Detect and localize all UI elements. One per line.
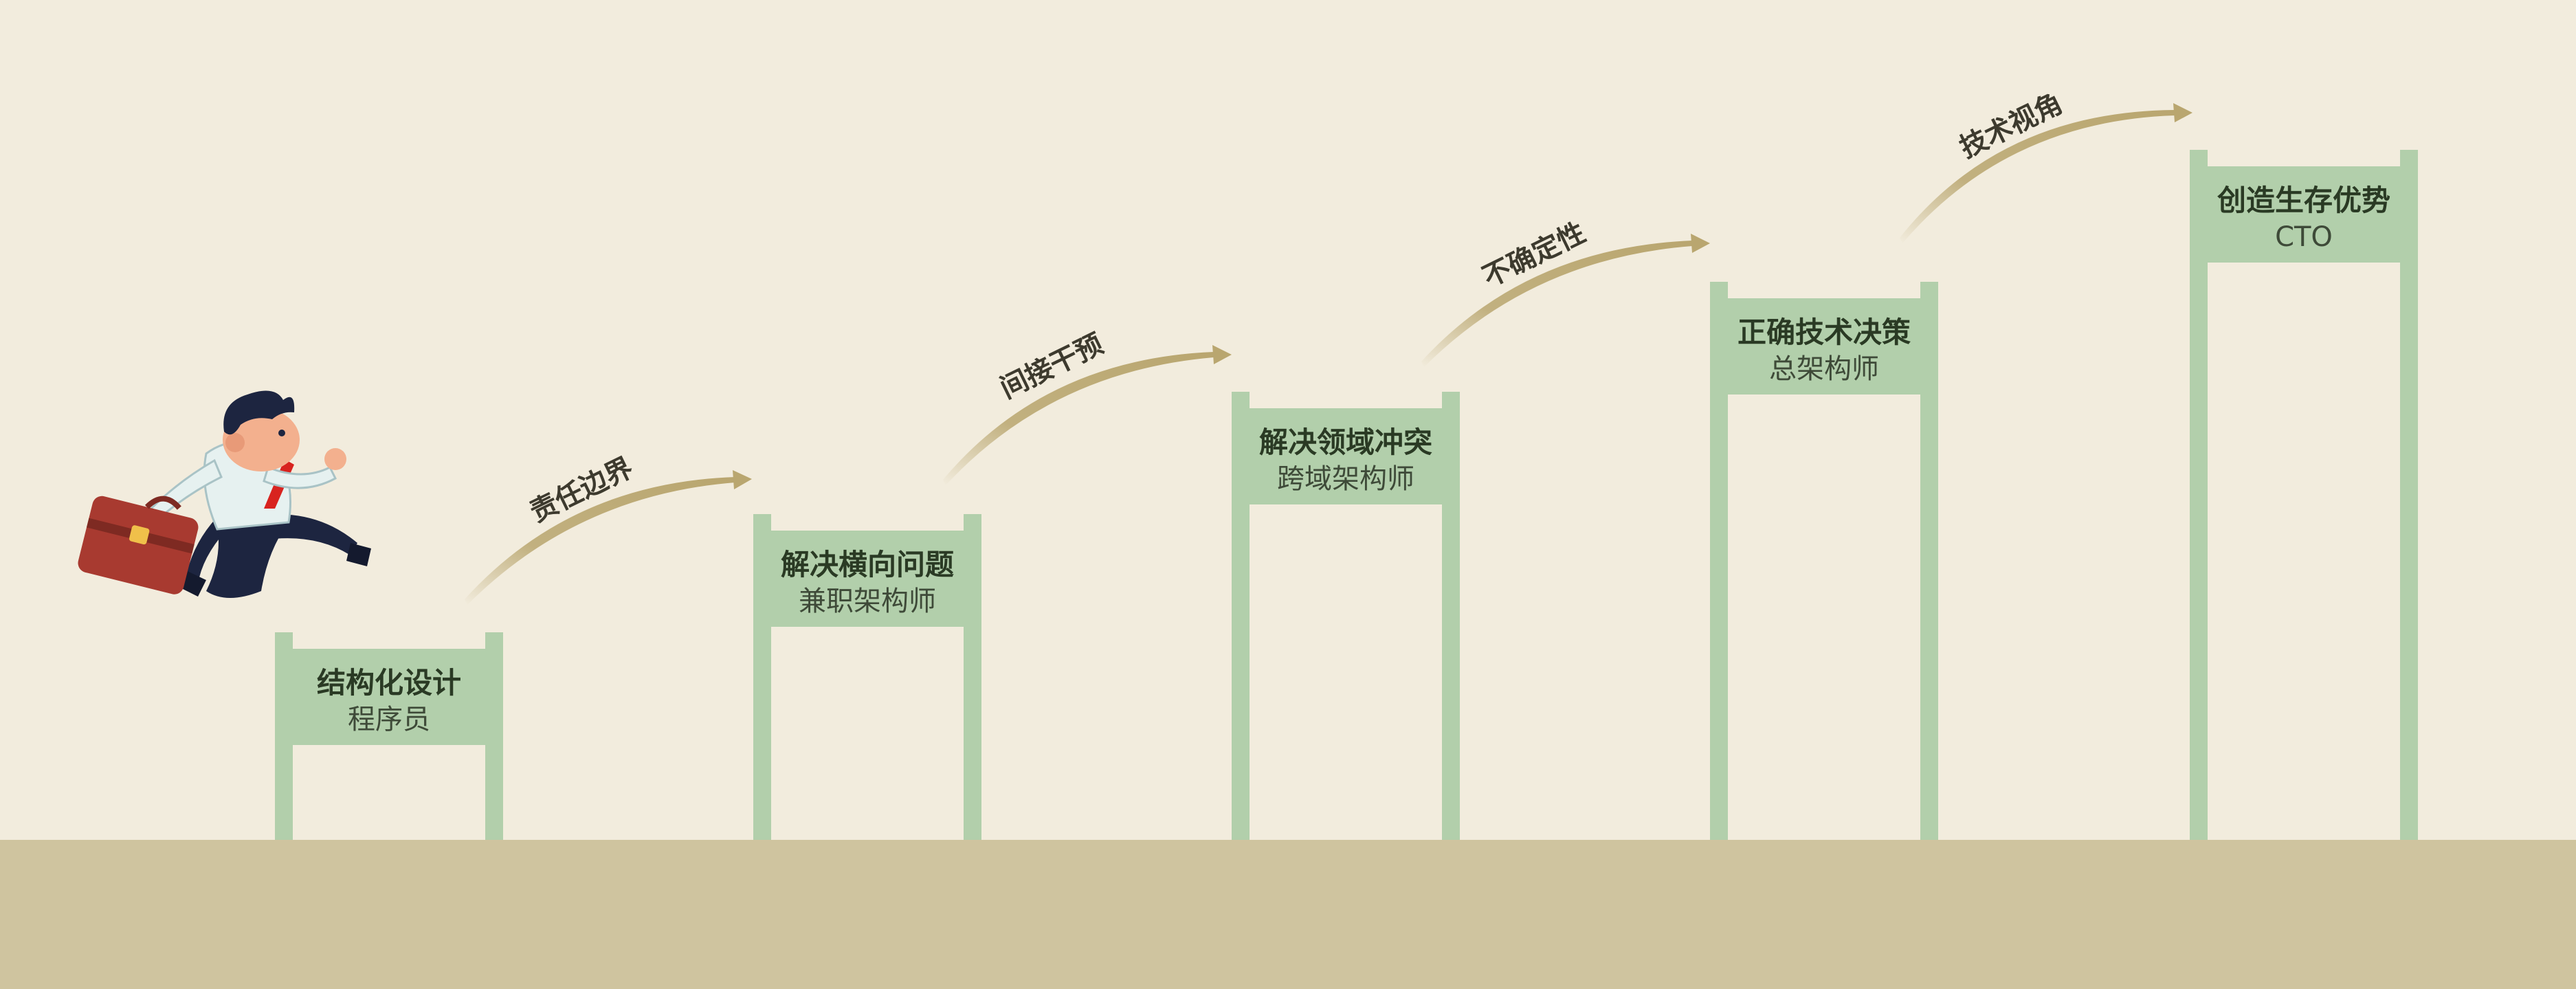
businessman-forward-hand xyxy=(324,448,346,470)
step-5-left-post xyxy=(2190,150,2208,845)
step-1-signpost: 结构化设计 程序员 xyxy=(275,632,503,845)
businessman-eye xyxy=(278,430,285,436)
step-2-title: 解决横向问题 xyxy=(781,548,954,581)
transition-arrow-2-head xyxy=(1212,345,1232,364)
step-3-title: 解决领域冲突 xyxy=(1259,425,1432,459)
step-4-signpost: 正确技术决策 总架构师 xyxy=(1710,282,1938,845)
step-2-signpost: 解决横向问题 兼职架构师 xyxy=(753,514,981,845)
running-businessman-with-briefcase-icon xyxy=(78,390,371,598)
step-5-title: 创造生存优势 xyxy=(2217,184,2390,217)
transition-arrow-4-shaft xyxy=(1900,110,2175,243)
ground xyxy=(0,840,2576,989)
step-3-role: 跨域架构师 xyxy=(1277,463,1414,495)
step-5-right-post xyxy=(2400,150,2418,845)
step-3-signpost: 解决领域冲突 跨域架构师 xyxy=(1232,392,1460,845)
briefcase-clasp xyxy=(129,525,150,545)
briefcase-body xyxy=(78,496,199,594)
step-4-title: 正确技术决策 xyxy=(1737,315,1911,349)
step-5-board xyxy=(2190,166,2418,263)
step-4-role: 总架构师 xyxy=(1769,353,1879,385)
step-1-title: 结构化设计 xyxy=(317,666,461,700)
businessman-ear xyxy=(225,433,245,452)
step-1-role: 程序员 xyxy=(348,704,430,735)
transition-arrow-3-head xyxy=(1691,234,1710,253)
businessman-front-shoe xyxy=(346,543,371,566)
step-5-role: CTO xyxy=(2275,221,2333,253)
businessman-pants xyxy=(206,509,289,598)
businessman-hair xyxy=(223,390,295,435)
step-2-board xyxy=(753,531,981,627)
businessman-face xyxy=(223,408,300,471)
briefcase-handle xyxy=(144,496,181,510)
step-4-board xyxy=(1710,298,1938,395)
transition-arrow-1-head xyxy=(733,470,752,489)
step-3-board xyxy=(1232,408,1460,504)
step-2-role: 兼职架构师 xyxy=(799,586,936,617)
step-1-board xyxy=(275,649,503,745)
step-5-signpost: 创造生存优势 CTO xyxy=(2190,150,2418,845)
businessman-forward-arm xyxy=(263,465,337,489)
transition-arrow-4-head xyxy=(2173,103,2192,122)
